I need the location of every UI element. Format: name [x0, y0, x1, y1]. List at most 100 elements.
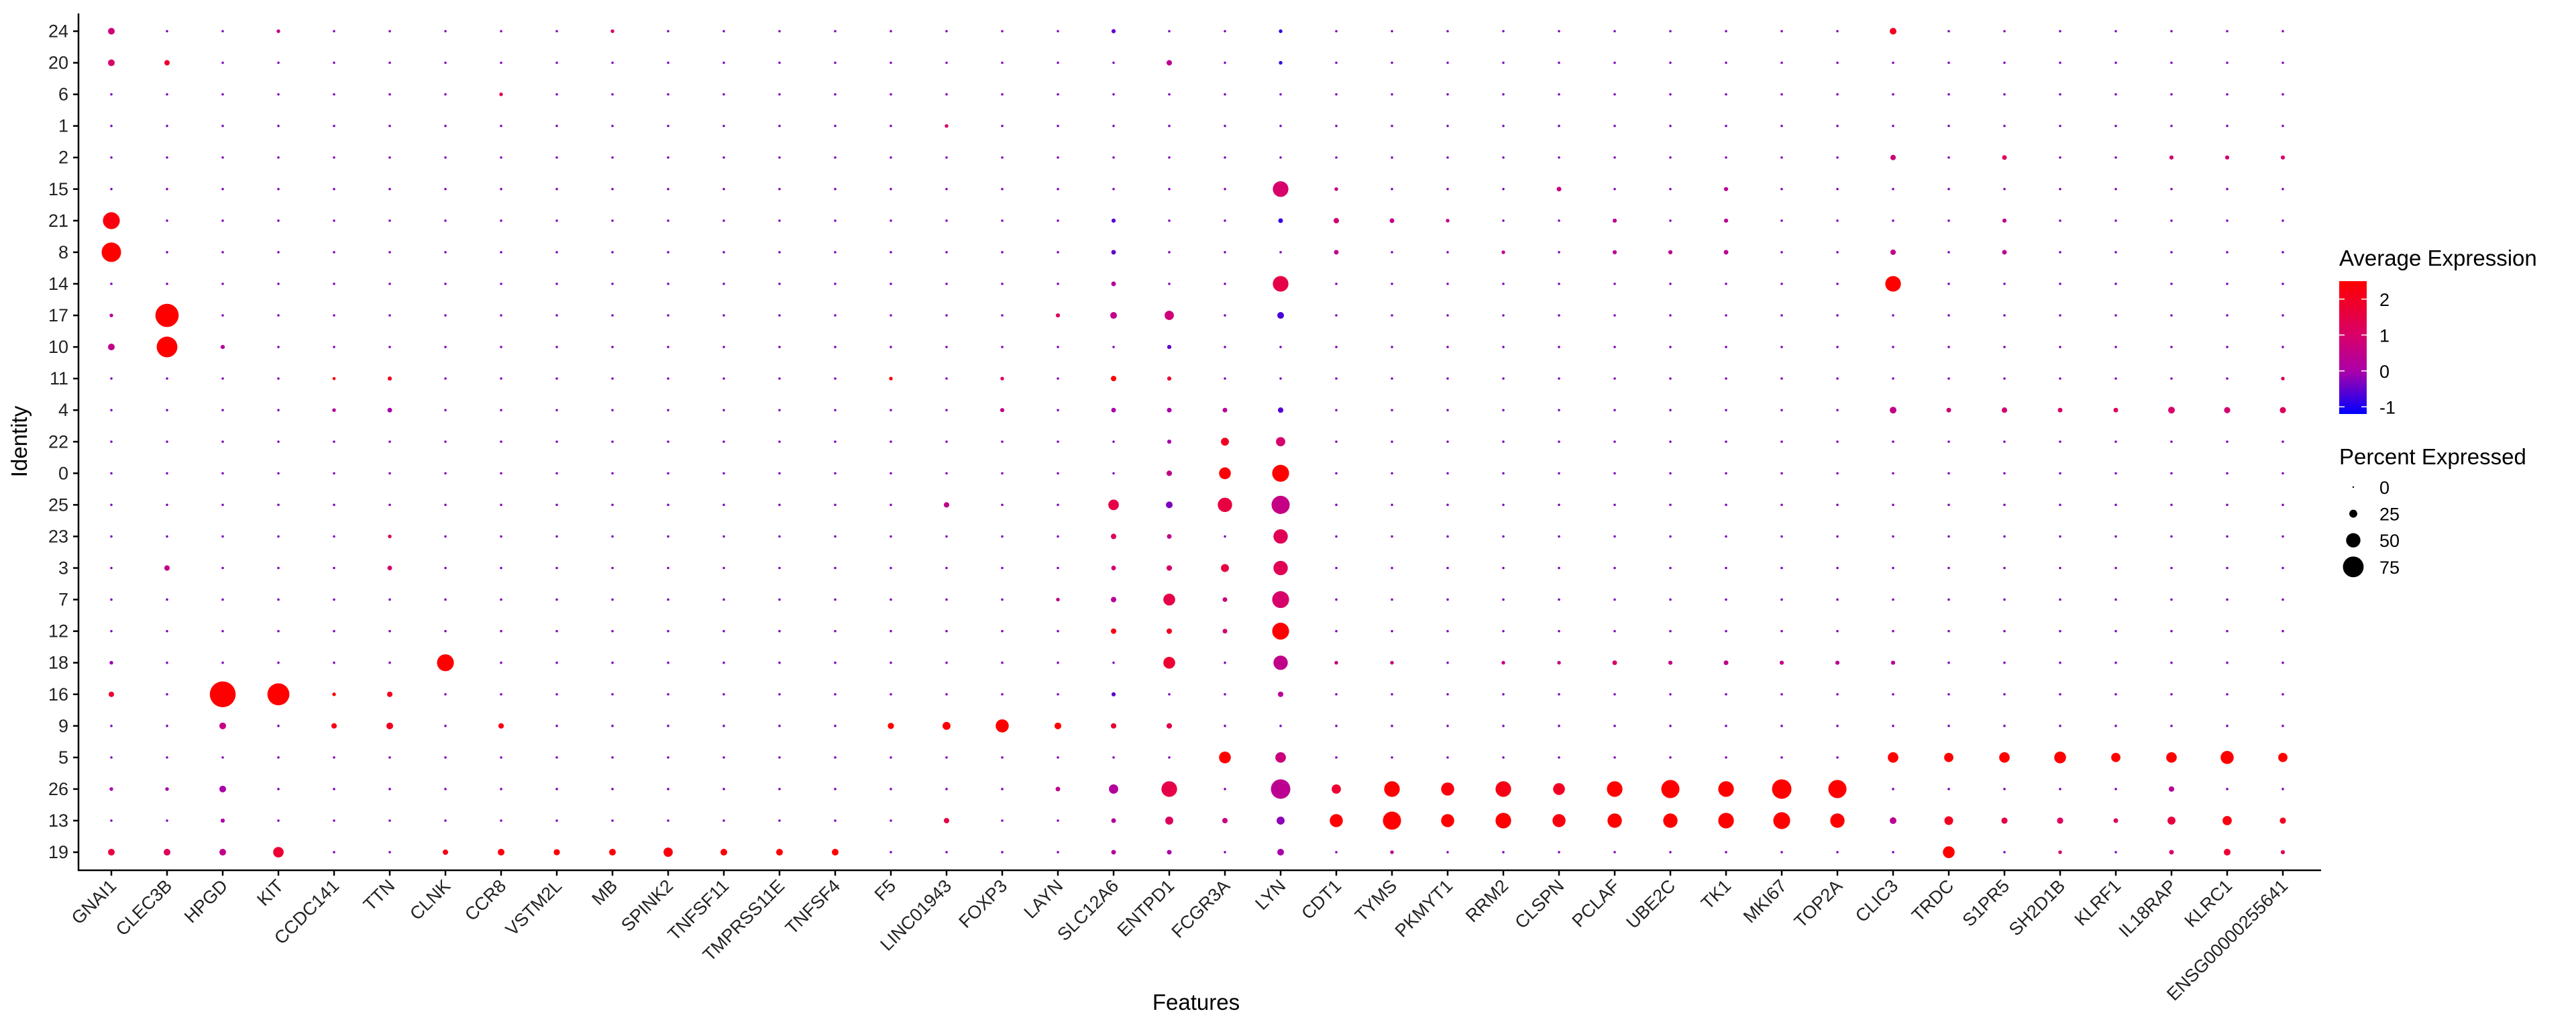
- dot-TRDC-0: [1947, 472, 1950, 475]
- dot-UBE2C-18: [1668, 660, 1673, 665]
- dot-CLSPN-2: [1558, 156, 1560, 159]
- dot-RRM2-13: [1495, 813, 1511, 829]
- dot-IL18RAP-24: [2170, 30, 2173, 33]
- dot-ENTPD1-16: [1168, 692, 1171, 696]
- dot-TOP2A-5: [1836, 756, 1839, 759]
- dot-LAYN-7: [1056, 597, 1060, 602]
- dot-ENTPD1-8: [1168, 251, 1171, 254]
- dot-CLNK-13: [444, 819, 447, 822]
- dot-SPINK2-22: [667, 440, 669, 444]
- dot-TNFSF4-17: [834, 314, 837, 317]
- dot-LYN-15: [1273, 181, 1289, 197]
- dot-FCGR3A-15: [1224, 188, 1226, 191]
- dot-FOXP3-21: [1001, 219, 1004, 222]
- dot-TYMS-7: [1391, 598, 1393, 601]
- dot-LYN-19: [1277, 849, 1284, 856]
- dot-KIT-8: [277, 251, 280, 254]
- dot-FCGR3A-21: [1224, 219, 1226, 222]
- dot-MB-22: [611, 440, 614, 444]
- dot-KLRC1-5: [2220, 751, 2234, 764]
- dot-ENSG00000255641-22: [2282, 440, 2284, 444]
- dot-KLRC1-16: [2226, 692, 2229, 696]
- dot-MB-20: [611, 61, 614, 64]
- dot-PCLAF-9: [1613, 725, 1616, 727]
- dot-FCGR3A-22: [1221, 437, 1229, 446]
- dot-HPGD-20: [221, 61, 224, 64]
- dot-KLRC1-1: [2226, 124, 2229, 127]
- dot-ENSG00000255641-13: [2279, 817, 2286, 824]
- dot-S1PR5-6: [2003, 93, 2006, 96]
- dot-TK1-9: [1725, 725, 1727, 727]
- dot-CLIC3-2: [1890, 154, 1896, 160]
- dot-TRDC-19: [1943, 846, 1955, 858]
- x-tick-label: SLC12A6: [1053, 876, 1122, 945]
- dot-CLSPN-11: [1558, 377, 1560, 380]
- dot-TMPRSS11E-21: [778, 219, 781, 222]
- dot-TOP2A-1: [1836, 124, 1839, 127]
- dot-SLC12A6-4: [1111, 407, 1116, 413]
- dot-GNAI1-0: [110, 472, 113, 475]
- dot-TMPRSS11E-8: [778, 251, 781, 254]
- dot-RRM2-0: [1502, 472, 1505, 475]
- dot-ENSG00000255641-19: [2280, 849, 2286, 855]
- dot-HPGD-8: [221, 251, 224, 254]
- dot-CLNK-5: [444, 756, 447, 759]
- dot-TNFSF11-26: [722, 788, 725, 790]
- dot-TNFSF4-0: [834, 472, 837, 475]
- dot-TTN-13: [388, 819, 391, 822]
- dot-HPGD-25: [221, 503, 224, 507]
- dot-PKMYT1-3: [1446, 566, 1449, 570]
- dot-TYMS-14: [1391, 282, 1393, 285]
- dot-SLC12A6-26: [1109, 784, 1118, 794]
- dot-TRDC-1: [1947, 124, 1950, 127]
- dot-MB-14: [611, 282, 614, 285]
- dot-CLSPN-26: [1553, 783, 1565, 795]
- dot-HPGD-7: [221, 598, 224, 601]
- dot-TNFSF11-5: [722, 756, 725, 759]
- dot-S1PR5-8: [2002, 250, 2007, 255]
- dot-CLIC3-23: [1892, 535, 1894, 538]
- dot-KLRF1-10: [2114, 346, 2117, 348]
- dot-KLRC1-22: [2226, 440, 2229, 444]
- dot-TMPRSS11E-5: [778, 756, 781, 759]
- dot-ENSG00000255641-24: [2282, 30, 2284, 33]
- dot-KLRC1-15: [2226, 188, 2229, 191]
- dot-UBE2C-6: [1669, 93, 1672, 96]
- dot-CLSPN-20: [1558, 61, 1560, 64]
- dot-TMPRSS11E-26: [778, 788, 781, 790]
- size-legend-dot: [2346, 533, 2361, 548]
- size-legend-dot: [2343, 556, 2364, 578]
- dot-SH2D1B-9: [2059, 725, 2061, 727]
- x-tick-label: CLSPN: [1511, 876, 1568, 933]
- dot-SLC12A6-13: [1111, 818, 1116, 823]
- dot-LAYN-19: [1057, 851, 1059, 854]
- dot-SH2D1B-8: [2059, 251, 2061, 254]
- dot-CLEC3B-18: [166, 661, 168, 664]
- dot-CCR8-4: [500, 409, 502, 411]
- dot-FOXP3-3: [1001, 566, 1004, 570]
- dot-LINC01943-23: [945, 535, 948, 538]
- dot-TTN-14: [388, 282, 391, 285]
- dot-FCGR3A-20: [1224, 61, 1226, 64]
- dot-SPINK2-8: [667, 251, 669, 254]
- dot-CDT1-13: [1330, 814, 1343, 827]
- dot-TMPRSS11E-12: [778, 629, 781, 633]
- dot-KIT-0: [277, 472, 280, 475]
- x-tick-label: TYMS: [1351, 876, 1401, 925]
- dot-SH2D1B-2: [2059, 156, 2061, 159]
- dot-CCR8-18: [500, 661, 502, 664]
- dot-CCDC141-0: [333, 472, 335, 475]
- dot-TNFSF4-14: [834, 282, 837, 285]
- dot-KIT-19: [273, 847, 284, 858]
- dot-MKI67-26: [1772, 779, 1792, 799]
- color-legend-title: Average Expression: [2339, 246, 2537, 270]
- dot-LINC01943-0: [945, 472, 948, 475]
- dot-TTN-26: [388, 788, 391, 790]
- dot-TNFSF4-11: [834, 377, 837, 380]
- dot-CCR8-11: [500, 377, 502, 380]
- dot-CCR8-17: [500, 314, 502, 317]
- dot-PKMYT1-4: [1446, 409, 1449, 411]
- dot-F5-11: [889, 376, 893, 380]
- dot-SPINK2-10: [667, 346, 669, 348]
- dot-ENSG00000255641-21: [2282, 219, 2284, 222]
